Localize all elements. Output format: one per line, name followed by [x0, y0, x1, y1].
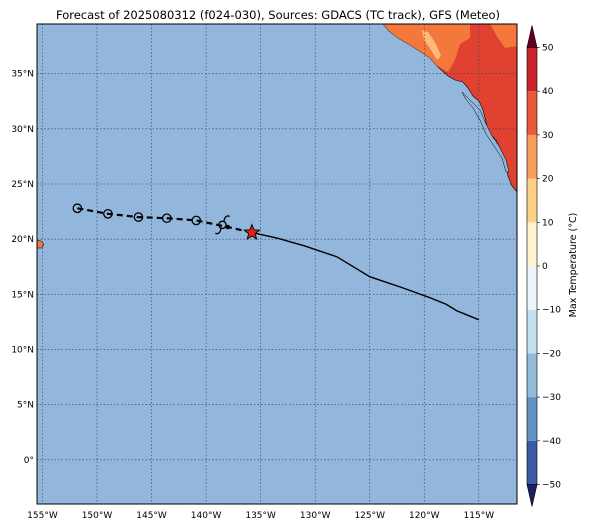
- axis-tick-labels: 155°W 150°W 145°W 140°W 135°W 130°W 125°W 120°W…: [11, 70, 494, 521]
- chart-title: Forecast of 2025080312 (f024-030), Sourc…: [56, 8, 500, 22]
- lon-tick-label: 155°W: [27, 511, 58, 521]
- lon-tick-label: 150°W: [82, 511, 113, 521]
- colorbar-tick-label: 50: [542, 44, 554, 54]
- colorbar-band: [527, 222, 537, 266]
- past-position-marker: [103, 208, 113, 219]
- lat-tick-label: 10°N: [11, 346, 34, 356]
- colorbar-band: [527, 91, 537, 135]
- lon-tick-label: 125°W: [354, 511, 385, 521]
- lat-tick-label: 15°N: [11, 290, 34, 300]
- lat-tick-label: 5°N: [17, 401, 34, 411]
- lon-tick-label: 135°W: [245, 511, 276, 521]
- lon-tick-label: 115°W: [464, 511, 495, 521]
- colorbar-extend-max: [526, 25, 538, 48]
- past-position-marker: [72, 203, 83, 214]
- colorbar-band: [527, 134, 537, 179]
- colorbar-label: Max Temperature (°C): [568, 213, 579, 318]
- lat-tick-label: 35°N: [11, 70, 34, 80]
- colorbar-band: [527, 178, 537, 223]
- past-position-marker: [191, 215, 202, 226]
- lon-tick-label: 140°W: [191, 511, 222, 521]
- land-mild-strip: [422, 30, 441, 60]
- colorbar-band: [527, 397, 537, 441]
- colorbar-band: [527, 47, 537, 92]
- past-position-marker: [133, 212, 144, 222]
- temperature-colorbar: 50 40 30 20 10 0 −10 −20 −30 −40 −50: [526, 25, 561, 507]
- colorbar-tick-label: −40: [542, 437, 561, 447]
- past-position-dot: [225, 224, 231, 230]
- colorbar-band: [527, 440, 537, 485]
- colorbar-tick-label: 40: [542, 87, 554, 97]
- graticule: [37, 24, 517, 504]
- lon-tick-label: 130°W: [300, 511, 331, 521]
- past-position-marker: [161, 213, 172, 224]
- colorbar-tick-label: −50: [542, 481, 561, 491]
- map-frame: [36, 23, 518, 505]
- forecast-track-line: [251, 231, 480, 321]
- tropical-cyclone-icon: [214, 215, 231, 235]
- colorbar-tick-label: −10: [542, 306, 561, 316]
- colorbar-tick-label: 10: [542, 218, 554, 228]
- current-position-star-icon: [243, 223, 261, 241]
- map-panel: 155°W 150°W 145°W 140°W 135°W 130°W 125°W 120°W…: [11, 23, 518, 521]
- land-cooler-interior: [383, 24, 470, 72]
- ocean-background: [37, 24, 517, 504]
- lon-tick-label: 120°W: [409, 511, 440, 521]
- colorbar-tick-label: 30: [542, 131, 554, 141]
- colorbar-tick-label: −20: [542, 349, 561, 359]
- colorbar-extend-min: [526, 484, 538, 507]
- colorbar-tick-label: −30: [542, 393, 561, 403]
- colorbar-tick-label: 0: [542, 262, 548, 272]
- colorbar-band: [527, 309, 537, 354]
- lon-tick-label: 145°W: [136, 511, 167, 521]
- cyclone-track: [72, 203, 480, 321]
- colorbar-band: [527, 266, 537, 310]
- lat-tick-label: 30°N: [11, 125, 34, 135]
- lat-tick-label: 25°N: [11, 180, 34, 190]
- land-cooler-east: [490, 24, 517, 48]
- land-north-america: [382, 24, 517, 193]
- colorbar-tick-label: 20: [542, 175, 554, 185]
- lat-tick-label: 20°N: [11, 235, 34, 245]
- gulf-of-california: [461, 91, 510, 173]
- colorbar-band: [527, 353, 537, 398]
- land-layer: [37, 24, 517, 249]
- lat-tick-label: 0°: [24, 456, 34, 466]
